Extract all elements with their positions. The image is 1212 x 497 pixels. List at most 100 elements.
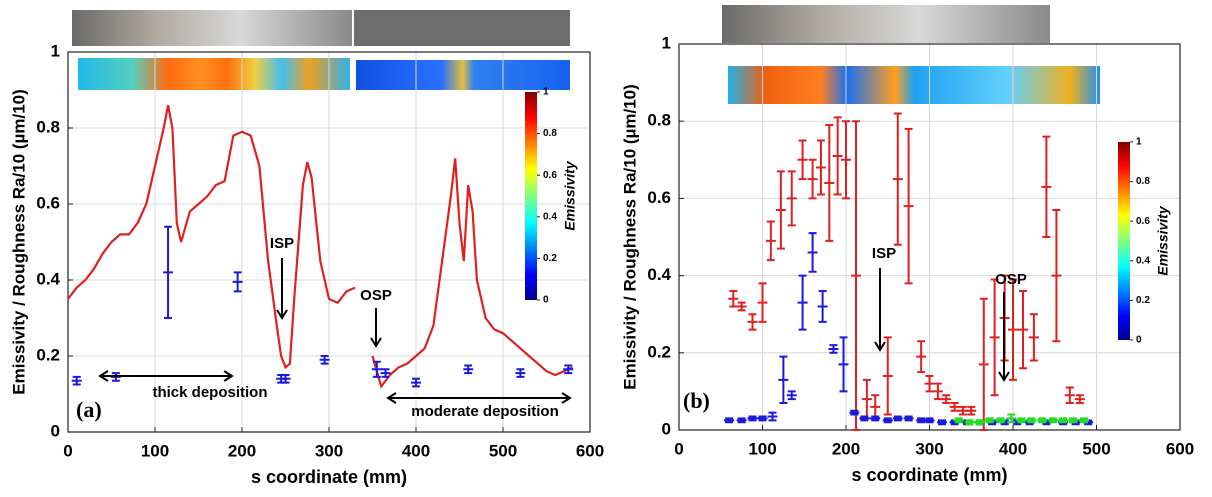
error-bar-point [861,378,872,420]
x-axis-label: s coordinate (mm) [851,465,1007,485]
error-bar-point [767,411,778,422]
x-tick-label: 200 [228,441,256,460]
sample-photo [722,5,1050,43]
colorbar-tick-label: 0 [1136,335,1142,346]
x-tick-label: 300 [315,441,343,460]
error-bar-point [371,360,382,378]
y-tick-label: 1 [662,33,671,52]
colorbar-tick-label: 0.2 [1136,295,1150,306]
error-bar-point [1041,135,1052,238]
error-bar-point [1064,386,1075,404]
error-bar-point [757,282,768,323]
error-bar-point [319,355,330,365]
sample-photo [72,10,352,46]
y-axis-label: Emissivity / Roughness Ra/10 (µm/10) [9,89,28,395]
colorbar [525,92,537,300]
emissivity-map [728,66,1100,104]
error-bar-point [1008,278,1018,381]
y-axis-label: Emissivity / Roughness Ra/10 (µm/10) [620,84,639,390]
error-bar-point [736,301,747,312]
error-bar-point [903,127,914,285]
colorbar-label: Emissivity [562,160,578,230]
colorbar-tick-label: 0.8 [543,128,557,139]
x-tick-label: 100 [748,439,776,458]
error-bar-point [903,415,914,422]
error-bar-point [1051,208,1062,343]
y-tick-label: 0.2 [647,342,671,361]
error-bar-point [797,274,808,331]
error-bar-point [828,344,839,354]
error-bar-point [817,290,828,323]
error-bar-point [995,417,1006,424]
error-bar-point [1006,413,1017,424]
x-tick-label: 0 [674,439,683,458]
y-tick-label: 0 [662,419,671,438]
annotation: thick deposition [152,384,267,401]
annotation: OSP [360,287,392,304]
error-bar-point [949,401,960,412]
error-bar-point [786,170,797,227]
error-bar-point [411,377,421,388]
annotation: moderate deposition [411,403,559,420]
error-bar-point [974,419,985,426]
error-bar-point [1068,417,1079,424]
error-bar-point [916,417,927,424]
y-tick-label: 0.4 [36,269,60,288]
error-bar-point [515,368,526,378]
error-bar-point [1016,417,1027,424]
error-bar-point [1078,417,1089,424]
colorbar-tick-label: 0.6 [543,170,557,181]
error-bar-point [882,336,893,416]
x-tick-label: 600 [576,441,604,460]
x-tick-label: 600 [1166,439,1194,458]
colorbar-label: Emissivity [1155,205,1171,275]
error-bar-point [892,415,903,422]
error-bar-point [1058,417,1069,424]
x-tick-label: 500 [489,441,517,460]
x-tick-label: 200 [832,439,860,458]
colorbar-tick-label: 0.6 [1136,216,1150,227]
error-bar-point [797,139,808,181]
y-tick-label: 0 [51,421,60,440]
error-bar-point [747,313,758,331]
x-axis-label: s coordinate (mm) [251,467,407,487]
error-bar-point [463,364,474,375]
y-tick-label: 0.6 [647,188,671,207]
error-bar-point [1026,417,1037,424]
panel-label: (a) [76,397,102,422]
annotation-arrow [386,392,572,404]
annotation: ISP [872,245,896,262]
error-bar-point [724,417,735,424]
y-tick-label: 0.8 [36,117,60,136]
sample-photo [354,10,570,46]
error-bar-point [765,220,776,262]
error-bar-point [1037,417,1048,424]
error-bar-point [757,415,768,422]
emissivity-map [356,60,570,90]
error-bar-point [1018,290,1029,370]
error-bar-point [984,417,995,424]
error-bar-point [957,405,968,416]
error-bar-point [280,374,291,384]
y-tick-label: 0.4 [647,265,671,284]
annotation: OSP [995,271,1027,288]
x-tick-label: 400 [999,439,1027,458]
error-bar-point [941,394,952,404]
colorbar-tick-label: 0.4 [543,211,557,222]
error-bar-point [778,355,789,404]
colorbar-tick-label: 1 [543,87,549,98]
plot-frame [67,51,591,433]
error-bar-point [775,170,786,250]
annotation-arrow [874,268,886,352]
error-bar-point [932,382,943,401]
y-tick-label: 1 [51,41,60,60]
error-bar-point [1028,313,1039,362]
error-bar-point [916,340,927,374]
annotation-arrow [998,292,1010,382]
error-bar-point [849,409,860,416]
y-tick-label: 0.8 [647,111,671,130]
x-tick-label: 300 [915,439,943,458]
emissivity-line [67,104,574,389]
error-bar-point [1048,417,1059,424]
annotation-arrow [370,308,382,348]
